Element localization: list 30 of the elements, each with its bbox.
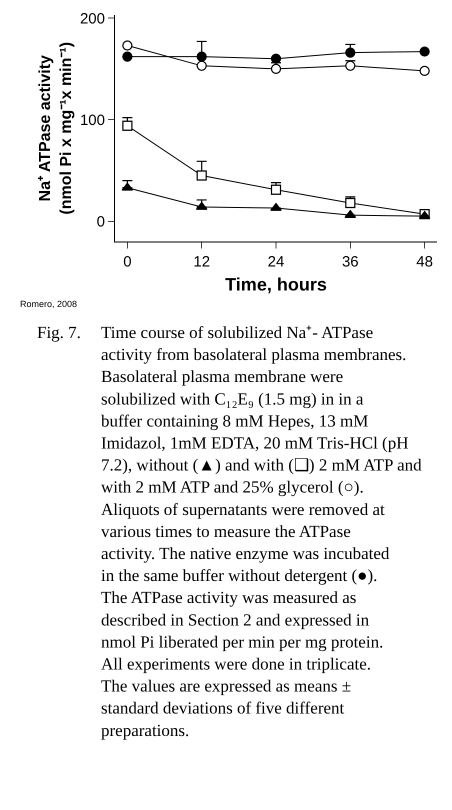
y-tick-label: 0 [96,214,105,230]
caption: Fig. 7. [37,323,81,342]
point [270,184,282,195]
point [345,60,356,71]
y-tick-label: 200 [80,10,105,28]
point [196,170,207,181]
point [122,182,134,191]
point [345,47,356,58]
point [420,46,430,57]
x-tick-label: 12 [193,254,210,271]
point [196,52,207,62]
point [122,40,132,51]
text: Romero, 2008 [20,299,78,309]
x-tick-label: 24 [268,254,284,271]
point [196,202,208,210]
point [122,120,132,131]
point [122,52,132,62]
x-tick-label: 36 [342,254,359,271]
point [344,210,356,218]
point [270,202,282,211]
point [345,198,356,208]
y-axis-title: Na⁺ ATPase activity (nmol Pi x mg⁻¹x min⁻¹) [37,42,75,215]
point [420,66,430,76]
text: Time course of solubilized Na⁺- ATPase activity from basolateral plasma membranes. Basolateral plasma membrane were solubilized with C₁₂E₉ (1.5 mg) in in a buffer containing 8 mM Hepes, 13 mM Imidazol, 1mM EDTA, 20 mM Tris-HCl (pH 7.2), without (▲) and with (❑) 2 mM ATP and with 2 mM ATP and 25% glycerol (○). Aliquots of supernatants were removed at various times to measure the ATPase activity. The native enzyme was incubated in the same buffer without detergent (●). The ATPase activity was measured as described in Section 2 and expressed in nmol Pi liberated per min per mg protein. All experiments were done in triplicate. The values are expressed as means ± standard deviations of five different preparations. [101,323,422,740]
point [196,60,207,71]
x-tick-label: 48 [416,254,433,271]
y-tick-label: 100 [80,112,105,129]
point [270,64,282,74]
x-tick-label: 0 [123,254,132,271]
x-axis-title: Time, hours [225,274,327,295]
